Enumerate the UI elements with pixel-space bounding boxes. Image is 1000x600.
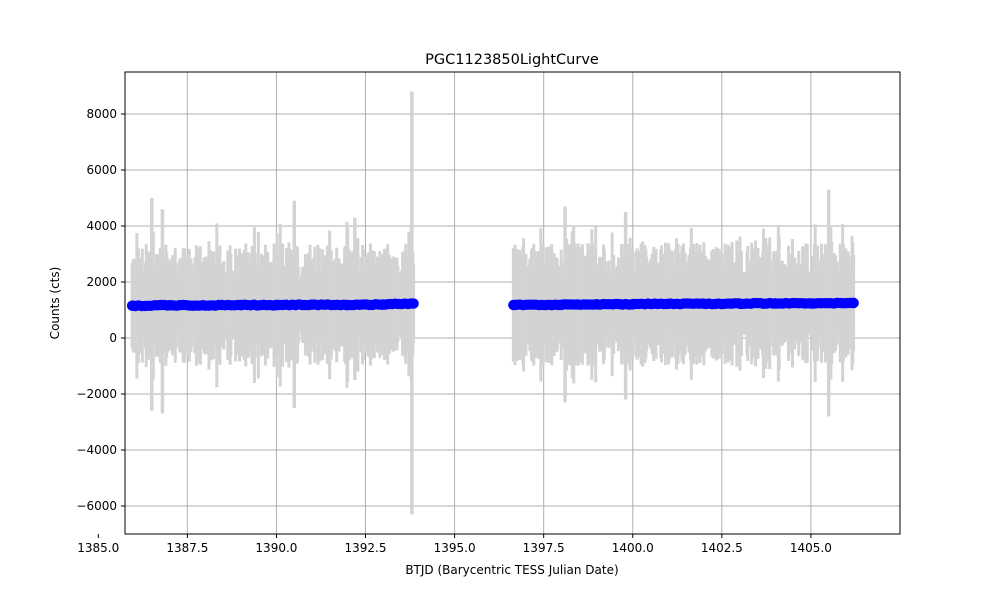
x-tick-label: 1395.0 (434, 541, 476, 555)
data-point (342, 299, 353, 311)
x-tick-label: 1390.0 (255, 541, 297, 555)
axis-ticks: 1385.0 1387.5 1390.0 1392.5 1395.0 1397.5 1400… (76, 107, 832, 555)
data-point (591, 299, 603, 310)
data-point (199, 300, 211, 311)
x-tick-label: 1385.0 (77, 541, 119, 555)
data-point (408, 298, 419, 309)
y-tick-label: −4000 (76, 443, 117, 457)
y-tick-label: −6000 (76, 499, 117, 513)
x-tick-label: 1397.5 (523, 541, 565, 555)
data-point (235, 299, 247, 311)
data-point (128, 300, 140, 311)
data-point (698, 298, 710, 310)
data-point (805, 298, 817, 309)
data-point (271, 300, 282, 311)
x-tick-label: 1400.0 (612, 541, 654, 555)
x-tick-label: 1392.5 (345, 541, 387, 555)
data-point (734, 298, 745, 309)
x-tick-label: 1405.0 (790, 541, 832, 555)
data-point (378, 299, 389, 310)
data-point (509, 299, 521, 311)
y-tick-label: 4000 (86, 219, 117, 233)
x-axis-label: BTJD (Barycentric TESS Julian Date) (405, 563, 618, 577)
x-tick-label: 1387.5 (166, 541, 208, 555)
y-tick-label: 0 (109, 331, 117, 345)
data-point (306, 299, 318, 310)
data-point (164, 300, 175, 311)
data-point (663, 298, 674, 310)
grid (125, 72, 900, 534)
chart-title: PGC1123850LightCurve (425, 52, 599, 68)
y-axis-label: Counts (cts) (48, 267, 62, 340)
y-tick-label: 6000 (86, 163, 117, 177)
data-point (770, 298, 781, 309)
error-bars (130, 91, 856, 515)
y-tick-label: −2000 (76, 387, 117, 401)
data-point (627, 298, 638, 310)
y-tick-label: 2000 (86, 275, 117, 289)
x-tick-label: 1402.5 (701, 541, 743, 555)
y-tick-label: 8000 (86, 107, 117, 121)
data-points (126, 297, 859, 312)
plot-frame (124, 71, 901, 535)
data-point (556, 299, 567, 310)
data-point (848, 297, 859, 309)
